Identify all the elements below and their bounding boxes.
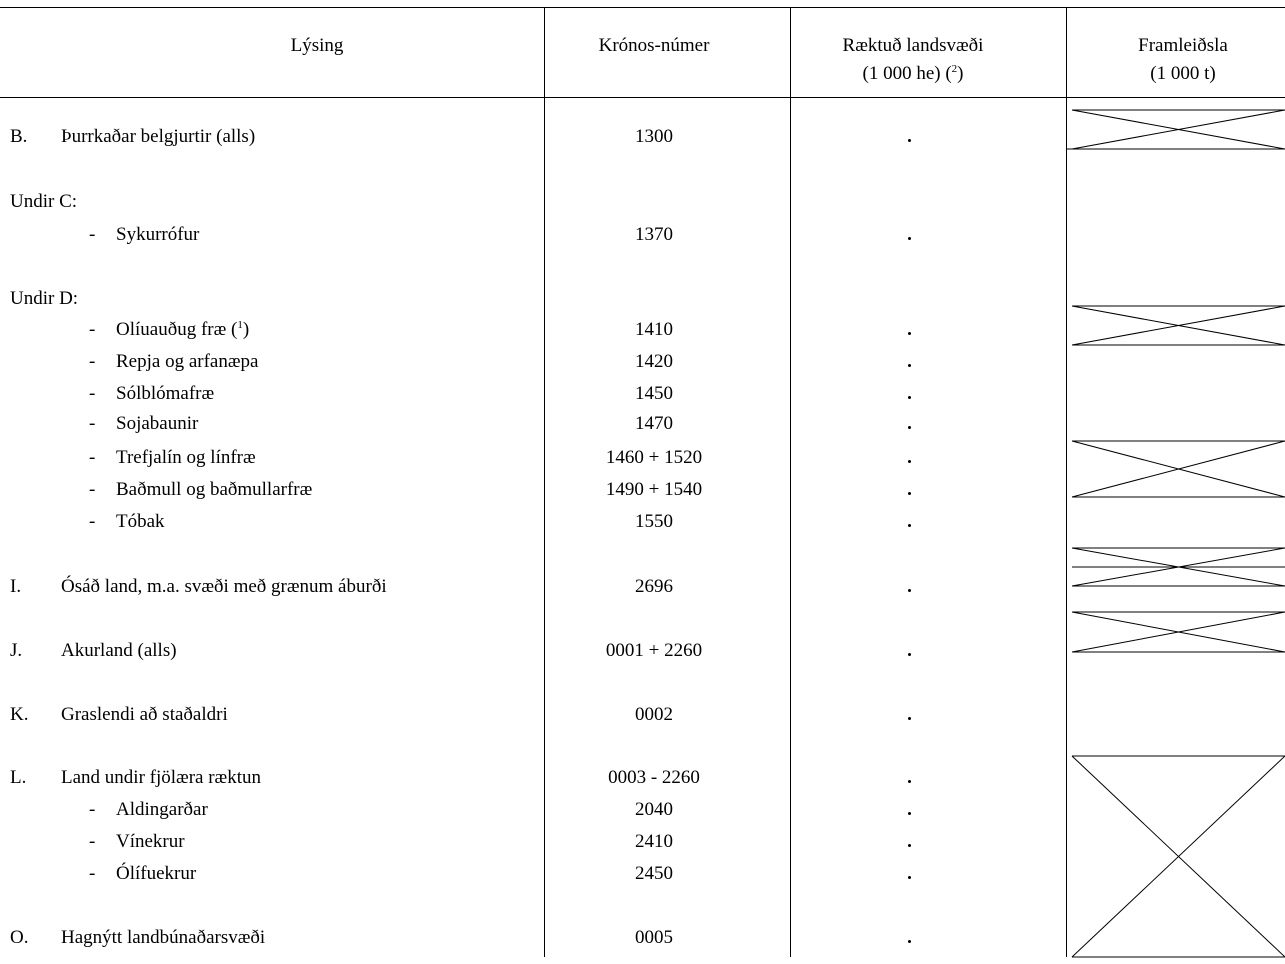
row-label-text: Olíuauðug fræ ( [116, 319, 238, 340]
table-top-rule [0, 7, 1285, 8]
row-label-footnote: 1 [237, 319, 243, 331]
row-dash: - [89, 831, 96, 852]
header-land-line2: (1 000 he) (2) [863, 63, 964, 85]
row-code: 0005 [635, 927, 673, 948]
row-value-dot [908, 812, 911, 815]
header-bottom-rule [0, 97, 1285, 98]
row-letter: I. [10, 576, 22, 597]
cross-box-j [1072, 611, 1285, 653]
row-label: Vínekrur [116, 831, 185, 852]
header-framleidsla-line1: Framleiðsla [1138, 35, 1228, 56]
row-label: Land undir fjölæra ræktun [61, 767, 261, 788]
row-dash: - [89, 799, 96, 820]
row-dash: - [89, 413, 96, 434]
row-dash: - [89, 351, 96, 372]
row-code: 0001 + 2260 [605, 640, 703, 661]
row-label-close: ) [242, 319, 250, 340]
row-label: Aldingarðar [116, 799, 208, 820]
row-code: 0003 - 2260 [608, 767, 700, 788]
row-value-dot [908, 589, 911, 592]
cross-oil-d2 [1071, 305, 1285, 346]
row-label: Ólífuekrur [116, 863, 197, 884]
row-letter: O. [10, 927, 29, 948]
row-label: Tóbak [116, 511, 165, 532]
section-undir-d: Undir D: [10, 288, 79, 309]
row-dash: - [89, 224, 96, 245]
row-letter: B. [10, 126, 28, 147]
row-value-dot [908, 332, 911, 335]
row-code: 1450 [635, 383, 673, 404]
row-value-dot [908, 844, 911, 847]
cross-box-oilseeds [1072, 305, 1285, 346]
row-label: Sykurrófur [116, 224, 200, 245]
row-letter: J. [10, 640, 23, 661]
row-dash: - [89, 383, 96, 404]
row-label: Baðmull og baðmullarfræ [116, 479, 313, 500]
header-land-footnote: 2 [951, 63, 958, 75]
row-dash: - [89, 863, 96, 884]
row-dash: - [89, 479, 96, 500]
header-framleidsla-line2: (1 000 t) [1150, 63, 1216, 84]
row-label: Olíuauðug fræ (1) [116, 319, 249, 341]
row-code: 2696 [635, 576, 673, 597]
header-kronos: Krónos-númer [598, 35, 710, 56]
row-label: Akurland (alls) [61, 640, 177, 661]
row-value-dot [908, 653, 911, 656]
row-value-dot [908, 876, 911, 879]
row-code: 1420 [635, 351, 673, 372]
row-value-dot [908, 396, 911, 399]
row-dash: - [89, 319, 96, 340]
row-dash: - [89, 511, 96, 532]
row-label: Sólblómafræ [116, 383, 215, 404]
row-code: 1470 [635, 413, 673, 434]
cross-box-b [1066, 109, 1285, 150]
row-code: 2410 [635, 831, 673, 852]
row-value-dot [908, 364, 911, 367]
cross-b-d2 [1071, 109, 1285, 150]
cross-box-l [1072, 755, 1285, 958]
row-label: Graslendi að staðaldri [61, 704, 228, 725]
column-divider-3 [1066, 7, 1067, 957]
cross-l-d2 [1071, 755, 1285, 958]
row-dash: - [89, 447, 96, 468]
row-letter: L. [10, 767, 27, 788]
row-label: Trefjalín og línfræ [116, 447, 256, 468]
framleidsla-crossed-cells [1066, 109, 1285, 958]
column-divider-1 [544, 7, 545, 957]
section-undir-c: Undir C: [10, 191, 78, 212]
cross-i-d2 [1071, 547, 1285, 587]
row-label: Repja og arfanæpa [116, 351, 259, 372]
row-value-dot [908, 492, 911, 495]
row-code: 1300 [635, 126, 673, 147]
row-label: Þurrkaðar belgjurtir (alls) [61, 126, 256, 147]
row-value-dot [908, 717, 911, 720]
row-value-dot [908, 460, 911, 463]
row-value-dot [908, 426, 911, 429]
header-land-line2-pre: (1 000 he) ( [862, 63, 952, 84]
row-code: 1460 + 1520 [605, 447, 703, 468]
cross-box-fibre [1072, 440, 1285, 498]
row-code: 1410 [635, 319, 673, 340]
row-letter: K. [10, 704, 29, 725]
column-divider-2 [790, 7, 791, 957]
row-value-dot [908, 139, 911, 142]
cross-j-d2 [1071, 611, 1285, 653]
row-code: 2450 [635, 863, 673, 884]
row-code: 2040 [635, 799, 673, 820]
row-value-dot [908, 524, 911, 527]
row-code: 1370 [635, 224, 673, 245]
row-label: Hagnýtt landbúnaðarsvæði [61, 927, 266, 948]
cross-fibre-d2 [1071, 440, 1285, 498]
header-land-line1: Ræktuð landsvæði [842, 35, 984, 56]
row-code: 1550 [635, 511, 673, 532]
header-land-line2-post: ) [957, 63, 964, 84]
header-lysing: Lýsing [290, 35, 344, 56]
row-code: 0002 [635, 704, 673, 725]
row-value-dot [908, 940, 911, 943]
row-code: 1490 + 1540 [605, 479, 703, 500]
row-label: Ósáð land, m.a. svæði með grænum áburði [61, 576, 387, 597]
row-value-dot [908, 237, 911, 240]
row-value-dot [908, 780, 911, 783]
row-label: Sojabaunir [116, 413, 199, 434]
